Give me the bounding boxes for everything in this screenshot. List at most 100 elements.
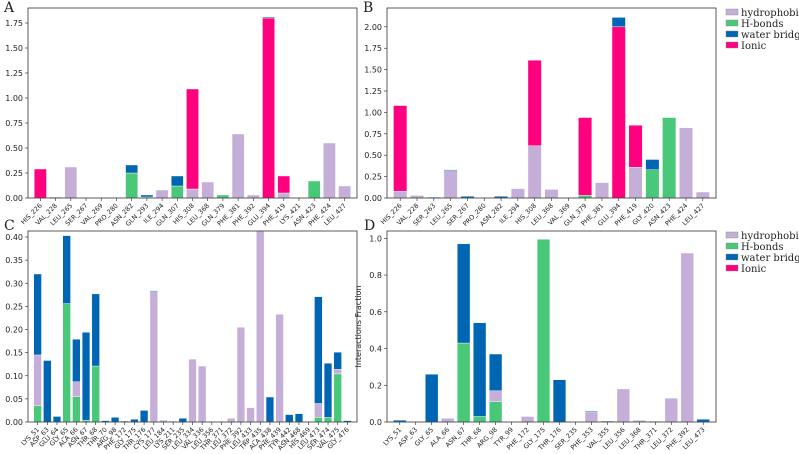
y-tick-label: 1.00 (364, 108, 382, 117)
legend-label: hydrophobic (741, 8, 799, 19)
bar-A-HIS_308-ionic (186, 88, 199, 190)
panel-D: LYS_51ASP_63GLY_65ALA_66ASN_67THR_68ARG_… (354, 218, 799, 453)
bar-C-PHE_439-hydrophobic (275, 314, 284, 423)
bar-D-ASN_67-water-bridges (457, 243, 471, 344)
bar-C-LEU_433-hydrophobic (246, 407, 255, 423)
bar-A-ASN_282-water-bridges (125, 164, 138, 174)
bar-B-PHE_419-ionic (628, 125, 643, 168)
bar-A-GLN_293-water-bridges (140, 194, 154, 198)
bar-A-GLU_394-water-bridges (262, 16, 275, 19)
bar-C-LYS_51-h-bonds (33, 405, 42, 423)
y-tick-label: 1.25 (5, 69, 23, 78)
bar-D-ARG_98-water-bridges (489, 353, 503, 391)
bar-C-LYS_51-hydrophobic (33, 354, 42, 407)
y-tick-label: 1.00 (5, 94, 23, 103)
bar-A-PHE_419-ionic (277, 175, 291, 194)
bar-C-SER_474-water-bridges (323, 363, 333, 418)
axes-frame (386, 230, 717, 423)
axes-frame (386, 7, 717, 199)
y-tick-label: 1.75 (5, 19, 23, 28)
bar-D-LEU_356-hydrophobic (616, 388, 630, 423)
y-tick-label: 0.15 (5, 349, 23, 358)
bar-C-ASN_67-water-bridges (81, 332, 91, 421)
bar-C-SER_474-h-bonds (323, 417, 333, 423)
bar-B-LEU_265-water-bridges (443, 169, 458, 171)
legend-label: H-bonds (741, 242, 784, 253)
bar-A-GLU_394-ionic (262, 17, 275, 199)
bar-A-HIS_226-ionic (34, 168, 47, 199)
bar-A-LEU_265-hydrophobic (64, 166, 78, 199)
y-tick-label: 0.40 (5, 233, 23, 242)
bar-B-ILE_294-hydrophobic (510, 188, 525, 199)
legend-label: water bridges (741, 253, 799, 264)
panel-label: A (3, 0, 15, 16)
y-tick-label: 0.05 (5, 395, 23, 404)
bar-C-ALA_66-h-bonds (72, 396, 81, 423)
panel-A: HIS_226VAL_228LEU_265SER_267VAL_269PRO_2… (3, 0, 358, 228)
legend-label: Ionic (741, 264, 767, 275)
y-tick-label: 0.25 (5, 169, 23, 178)
bar-A-PHE_392-hydrophobic (247, 194, 260, 199)
legend-label: H-bonds (741, 19, 784, 30)
y-tick-label: 0.2 (369, 381, 382, 390)
y-tick-label: 0.25 (364, 173, 382, 182)
bar-B-HIS_308-hydrophobic (527, 145, 542, 199)
bar-B-GLN_379-ionic (578, 117, 593, 196)
bar-C-TYR_442-water-bridges (285, 414, 294, 423)
y-tick-label: 0.30 (5, 279, 23, 288)
bar-D-PHE_172-hydrophobic (520, 416, 535, 423)
bar-B-PHE_381-hydrophobic (595, 182, 609, 199)
bar-A-ILE_294-hydrophobic (155, 189, 169, 199)
bar-C-THR_68-h-bonds (91, 365, 100, 423)
bar-A-ASN_282-h-bonds (125, 172, 138, 199)
axes-frame (27, 7, 358, 199)
bar-A-PHE_381-hydrophobic (231, 133, 245, 199)
bar-C-ALA_66-water-bridges (72, 339, 81, 382)
y-tick-label: 0.75 (5, 119, 23, 128)
bar-C-LEU_473-hydrophobic (314, 403, 323, 418)
bar-D-PHE_353-hydrophobic (584, 411, 599, 423)
legend-swatch (725, 41, 739, 49)
y-tick-label: 0.00 (364, 194, 382, 203)
y-tick-label: 0.25 (5, 302, 23, 311)
bar-A-GLN_307-h-bonds (171, 185, 184, 199)
bar-C-THR_68-water-bridges (91, 293, 100, 367)
bar-D-THR_68-h-bonds (473, 416, 487, 423)
bar-B-HIS_226-hydrophobic (393, 190, 408, 199)
bar-B-GLU_394-ionic (611, 26, 626, 199)
bar-D-LEU_473-water-bridges (696, 419, 710, 423)
bar-A-LEU_368-hydrophobic (201, 181, 214, 199)
bar-D-ASN_67-h-bonds (457, 342, 471, 423)
bar-C-ALA_438-water-bridges (265, 396, 275, 423)
bar-B-LEU_427-hydrophobic (695, 191, 710, 199)
panel-label: D (364, 218, 375, 234)
bar-C-LEU_372-hydrophobic (227, 418, 236, 423)
bar-B-LEU_265-hydrophobic (443, 170, 458, 199)
y-tick-label: 1.0 (369, 234, 382, 243)
bar-C-GLY_65-water-bridges (62, 235, 71, 304)
bar-C-VAL_336-hydrophobic (198, 365, 207, 423)
y-axis-label: Interactions Fraction (354, 285, 363, 367)
bar-C-VAL_475-h-bonds (333, 373, 342, 423)
bar-C-GLY_175-water-bridges (130, 419, 139, 423)
legend-swatch (725, 30, 739, 38)
bar-D-ARG_98-hydrophobic (489, 390, 503, 402)
legend-label: Ionic (741, 41, 767, 52)
y-tick-label: 0.00 (5, 418, 23, 427)
bar-C-VAL_475-hydrophobic (333, 369, 342, 375)
y-tick-label: 0.10 (5, 372, 23, 381)
bar-A-PHE_424-hydrophobic (323, 142, 336, 199)
bar-C-CYS_177-water-bridges (149, 290, 158, 292)
bar-C-GLY_65-h-bonds (62, 303, 71, 423)
bar-D-PHE_353-water-bridges (584, 410, 599, 413)
bar-D-GLY_65-water-bridges (425, 374, 439, 423)
panel-label: B (363, 0, 373, 16)
bar-A-ASN_423-h-bonds (307, 180, 321, 199)
bar-A-GLN_379-h-bonds (216, 194, 230, 199)
legend-label: water bridges (741, 30, 799, 41)
bar-D-PHE_392-hydrophobic (680, 252, 694, 423)
legend-swatch (725, 8, 739, 16)
bar-D-GLY_175-h-bonds (536, 239, 551, 423)
y-tick-label: 1.25 (364, 87, 382, 96)
